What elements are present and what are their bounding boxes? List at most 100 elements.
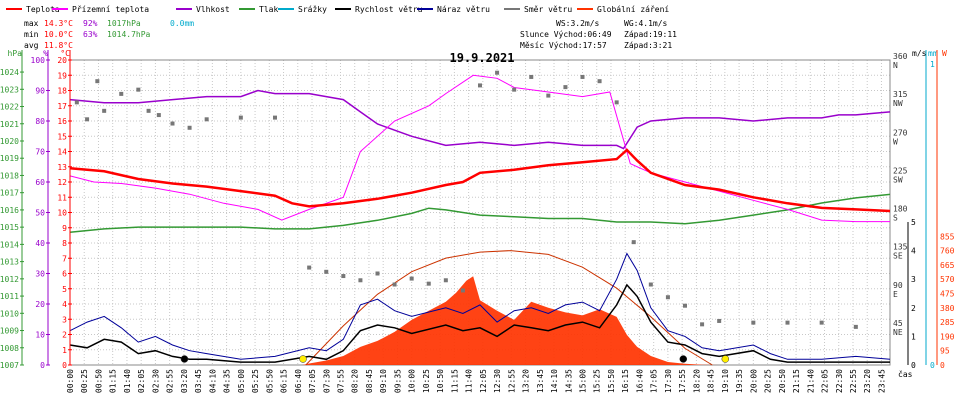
x-tick-label: 07:30 <box>322 369 331 393</box>
x-tick-label: 13:45 <box>536 369 545 393</box>
axis-wind-tick-label: 3 <box>911 275 916 284</box>
x-tick-label: 23:45 <box>877 369 886 393</box>
legend-label-8: Globální záření <box>597 5 669 14</box>
x-tick-label: 20:50 <box>778 369 787 393</box>
x-tick-label: 08:45 <box>365 369 374 393</box>
axis-pressure-tick-label: 1013 <box>0 258 19 267</box>
x-tick-label: 19:35 <box>735 369 744 393</box>
axis-radiation-tick-label: 855 <box>940 232 955 241</box>
stat-min-hum: 63% <box>83 30 98 39</box>
axis-radiation-tick-label: 190 <box>940 332 955 341</box>
wind-direction-point <box>358 278 363 283</box>
stat-max-rain: 0.0mm <box>170 19 194 28</box>
axis-radiation-tick-label: 475 <box>940 290 955 299</box>
x-tick-label: 00:25 <box>80 369 89 393</box>
axis-radiation-tick-label: 665 <box>940 261 955 270</box>
stat-max-press: 1017hPa <box>107 19 141 28</box>
axis-humidity-tick-label: 10 <box>35 331 45 340</box>
axis-pressure-tick-label: 1011 <box>0 292 19 301</box>
wind-direction-point <box>307 265 312 270</box>
stat-max-hum: 92% <box>83 19 98 28</box>
axis-humidity-tick-label: 50 <box>35 209 45 218</box>
x-tick-label: 13:20 <box>522 369 531 393</box>
axis-rain-unit: mm <box>928 49 938 58</box>
wind-direction-point <box>597 79 602 84</box>
wind-direction-point <box>146 108 151 113</box>
x-tick-label: 05:25 <box>251 369 260 393</box>
axis-temperature-tick-label: 17 <box>57 102 67 111</box>
axis-pressure-tick-label: 1015 <box>0 223 19 232</box>
axis-pressure-tick-label: 1014 <box>0 240 19 249</box>
x-tick-label: 16:15 <box>621 369 630 393</box>
info-moon-set: Západ:3:21 <box>624 41 672 50</box>
x-tick-label: 14:35 <box>564 369 573 393</box>
axis-humidity-tick-label: 100 <box>31 56 46 65</box>
x-tick-label: 16:40 <box>635 369 644 393</box>
wind-direction-point <box>529 74 534 79</box>
x-tick-label: 09:35 <box>393 369 402 393</box>
x-tick-label: 20:00 <box>749 369 758 393</box>
axis-radiation-tick-label: 570 <box>940 275 955 284</box>
axis-direction-value: 90 <box>893 281 903 290</box>
wind-direction-point <box>426 281 431 286</box>
axis-direction-label: E <box>893 290 898 299</box>
axis-pressure-tick-label: 1016 <box>0 206 19 215</box>
axis-temperature-tick-label: 3 <box>62 315 67 324</box>
moonrise-marker <box>679 355 688 363</box>
series-ground-temperature <box>69 74 890 223</box>
axis-direction-value: 315 <box>893 90 908 99</box>
axis-wind-tick-label: 0 <box>911 361 916 370</box>
stats-panel: max 14.3°C 92% 1017hPa 0.0mm min 10.0°C … <box>24 19 677 50</box>
axis-pressure-tick-label: 1010 <box>0 309 19 318</box>
axis-temperature-tick-label: 13 <box>57 163 67 172</box>
axis-temperature-tick-label: 11 <box>57 193 67 202</box>
axis-temperature-tick-label: 0 <box>62 361 67 370</box>
series-theoretical-radiation <box>305 250 713 366</box>
x-tick-label: 15:50 <box>607 369 616 393</box>
x-tick-label: 10:25 <box>422 369 431 393</box>
legend-label-6: Náraz větru <box>437 5 490 14</box>
stat-min-temp: 10.0°C <box>44 30 73 39</box>
axis-pressure-tick-label: 1019 <box>0 154 19 163</box>
axis-pressure-tick-label: 1009 <box>0 327 19 336</box>
x-tick-label: 03:45 <box>194 369 203 393</box>
info-sun-set: Západ:19:11 <box>624 30 677 39</box>
series-pressure <box>69 193 891 234</box>
axis-humidity-tick-label: 70 <box>35 148 45 157</box>
wind-direction-point <box>204 117 209 122</box>
axis-direction-label: SE <box>893 252 903 261</box>
x-tick-label: 03:20 <box>180 369 189 393</box>
x-tick-label: 09:10 <box>379 369 388 393</box>
wind-direction-point <box>136 87 141 92</box>
wind-direction-point <box>187 125 192 130</box>
x-tick-label: 04:35 <box>223 369 232 393</box>
x-tick-label: 17:05 <box>650 369 659 393</box>
axis-wind-tick-label: 5 <box>911 218 916 227</box>
stat-avg-label: avg <box>24 41 39 50</box>
axis-temperature-tick-label: 7 <box>62 254 67 263</box>
x-tick-label: 19:10 <box>721 369 730 393</box>
axis-temperature-unit: °C <box>60 49 70 58</box>
series-lines <box>69 74 891 366</box>
x-tick-label: 01:40 <box>123 369 132 393</box>
wind-direction-point <box>95 79 100 84</box>
wind-direction-point <box>460 288 465 293</box>
wind-direction-point <box>495 70 500 75</box>
axis-pressure-tick-label: 1008 <box>0 344 19 353</box>
sun-moon-markers <box>180 355 730 363</box>
x-tick-label: 17:30 <box>664 369 673 393</box>
wind-direction-point <box>273 115 277 120</box>
wind-direction-point <box>392 282 397 287</box>
axis-rain-tick-label: 0 <box>930 361 935 370</box>
x-tick-label: 06:40 <box>294 369 303 393</box>
wind-direction-point <box>324 269 329 274</box>
x-axis-label: čas <box>898 369 913 379</box>
axis-radiation-tick-label: 95 <box>940 347 950 356</box>
series-wind-gust <box>69 252 891 360</box>
wind-direction-point <box>785 320 790 325</box>
chart-legend: Teplota Přízemní teplota Vlhkost Tlak Srážky… <box>6 5 669 14</box>
wind-direction-point <box>648 282 653 287</box>
series-humidity <box>69 89 891 150</box>
axis-pressure-tick-label: 1007 <box>0 361 19 370</box>
x-tick-label: 07:05 <box>308 369 317 393</box>
